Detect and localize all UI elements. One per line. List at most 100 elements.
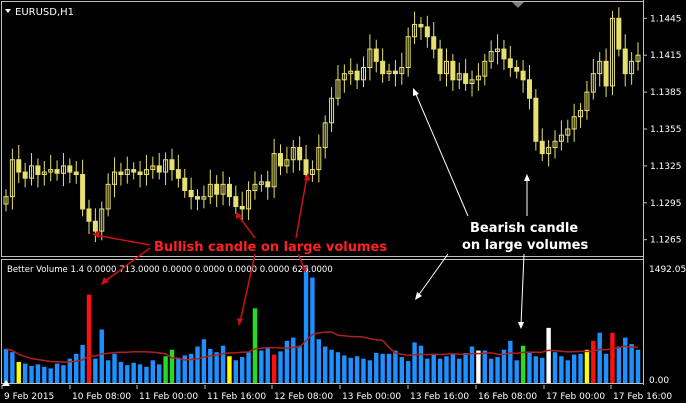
volume-bar (3, 348, 9, 383)
candle-body (482, 60, 488, 77)
dropdown-triangle-icon[interactable] (5, 9, 11, 13)
volume-bar (476, 350, 481, 383)
symbol-header[interactable]: EURUSD,H1 (5, 7, 74, 18)
volume-bar (463, 352, 468, 383)
arrowhead-icon (101, 277, 109, 285)
volume-bar (335, 352, 341, 383)
volume-bar (450, 353, 456, 383)
volume-bar (284, 340, 290, 383)
volume-bar (35, 364, 41, 383)
volume-bar (431, 354, 436, 383)
candle-body (226, 183, 232, 198)
volume-bar (99, 329, 104, 383)
candle-body (558, 134, 564, 142)
bearish-arrow-4 (520, 253, 525, 326)
candle-body (399, 67, 405, 75)
volume-bar (227, 356, 232, 383)
volume-bar (540, 357, 545, 383)
candle-body (514, 67, 520, 72)
candle-body (112, 171, 118, 185)
volume-bar (176, 358, 181, 383)
time-tick-label: 11 Feb 00:00 (139, 392, 198, 402)
bearish-arrow-2 (417, 253, 449, 297)
volume-bar (559, 356, 564, 383)
bearish-annotation-line1: Bearish candle (470, 221, 578, 236)
volume-bar (623, 337, 628, 383)
indicator-min-label: 0.00 (649, 376, 669, 386)
candle-body (335, 79, 341, 99)
time-tick-label: 16 Feb 08:00 (478, 392, 537, 402)
volume-bar (597, 332, 602, 383)
candle-body (303, 159, 309, 176)
volume-bar (246, 352, 251, 383)
candle-body (80, 174, 86, 210)
candle-body (239, 205, 245, 210)
scroll-marker-icon[interactable] (2, 380, 10, 386)
volume-bar (16, 361, 21, 383)
volume-bar (137, 364, 143, 383)
volume-bar (482, 350, 487, 383)
candle-body (546, 146, 552, 155)
candle-body (367, 48, 373, 68)
volume-bar (54, 363, 60, 383)
volume-bar (565, 360, 570, 383)
candle-body (67, 165, 73, 173)
volume-bar (208, 348, 213, 383)
candle-body (526, 79, 532, 99)
volume-bar (488, 358, 494, 383)
volume-bars-layer (3, 265, 641, 383)
volume-bar (514, 360, 519, 383)
candle-body (48, 169, 54, 173)
candle-body (201, 196, 207, 200)
candle-body (597, 60, 603, 75)
candle-body (214, 183, 220, 195)
volume-bar (329, 349, 334, 383)
volume-bar (10, 352, 15, 383)
volume-bar (412, 342, 417, 383)
volume-bar (131, 362, 136, 383)
volume-bar (42, 366, 47, 383)
volume-bar (457, 358, 462, 383)
candle-body (495, 48, 501, 53)
candle-body (150, 165, 156, 171)
bullish-arrow-4 (239, 253, 256, 323)
candle-body (578, 110, 584, 118)
volume-bar (61, 365, 66, 383)
price-axis-labels: 1.1445 1.1415 1.1385 1.1355 1.1325 1.1295 1.12… (643, 14, 682, 246)
volume-bar (591, 340, 596, 383)
time-tick-label: 12 Feb 08:00 (274, 392, 333, 402)
volume-bar (74, 353, 79, 383)
indicator-label: Better Volume 1.4 0.0000 713.0000 0.0000… (7, 265, 333, 275)
price-tick-label: 1.1385 (650, 88, 682, 98)
volume-bar (240, 357, 245, 383)
volume-bar (520, 345, 526, 383)
volume-bar (393, 350, 398, 383)
candle-body (616, 17, 622, 50)
candle-body (16, 159, 22, 173)
candle-body (603, 60, 609, 87)
candle-body (348, 70, 354, 75)
volume-bar (501, 349, 507, 383)
bullish-arrow-2 (103, 247, 151, 283)
candle-body (143, 169, 149, 176)
volume-bar (278, 351, 283, 383)
bearish-arrow-1 (414, 91, 469, 217)
volume-bar (380, 353, 385, 383)
arrowhead-icon (518, 322, 524, 329)
candle-body (380, 60, 386, 75)
chart-shift-marker-icon[interactable] (512, 2, 524, 8)
price-tick-label: 1.1295 (650, 199, 682, 209)
candle-body (60, 165, 66, 174)
candle-body (252, 183, 258, 192)
candle-body (501, 48, 507, 60)
candle-body (284, 159, 290, 167)
price-tick-label: 1.1265 (650, 236, 682, 246)
candle-body (539, 140, 545, 155)
volume-bar (310, 277, 315, 383)
candle-body (463, 73, 469, 84)
time-axis-labels: 9 Feb 2015 10 Feb 08:00 11 Feb 00:00 11 Feb… (1, 385, 672, 402)
candle-body (629, 60, 635, 75)
symbol-label: EURUSD,H1 (15, 7, 74, 18)
candle-body (182, 177, 188, 191)
